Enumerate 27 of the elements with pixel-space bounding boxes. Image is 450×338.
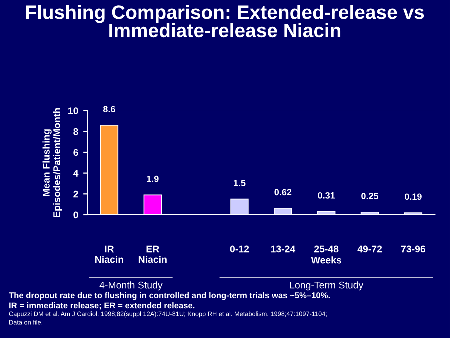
text: 4-Month Study — [100, 282, 163, 291]
data-label: 0.19 — [405, 194, 422, 200]
x-tick-label: 0-12 — [230, 246, 250, 253]
x-tick-label: 13-24 — [271, 246, 296, 253]
y-axis-title: Mean Flushing Episodes/Patient/Month — [42, 108, 62, 218]
y-tick-label: 6 — [74, 149, 78, 156]
x-tick-label: ER Niacin — [138, 246, 167, 264]
y-tick-label: 4 — [73, 170, 79, 177]
x-tick-label: IR Niacin — [96, 246, 124, 264]
data-label: 0.25 — [362, 193, 379, 200]
data-label: 0.31 — [318, 192, 336, 199]
text: The dropout rate due to flushing in controlled and long-term trials was ~5%–10%. — [9, 292, 330, 300]
y-tick-label: 10 — [68, 108, 78, 114]
x-tick-label: 25-48 — [314, 246, 339, 253]
data-label: 1.5 — [234, 180, 246, 186]
data-label: 0.62 — [274, 189, 292, 196]
y-tick-label: 0 — [74, 212, 78, 219]
chart-title: Flushing Comparison: Extended-release vs Immediate-release Niacin — [26, 5, 424, 38]
text: Weeks — [311, 256, 342, 264]
y-tick-label: 2 — [74, 190, 78, 198]
data-label: 1.9 — [147, 176, 159, 182]
x-tick-label: 73-96 — [401, 246, 426, 253]
y-tick-label: 8 — [74, 128, 78, 136]
x-tick-label: 49-72 — [358, 246, 382, 253]
data-label: 8.6 — [103, 106, 116, 113]
text: IR = immediate release; ER = extended release. — [10, 302, 195, 310]
text: Long-Term Study — [290, 282, 364, 291]
